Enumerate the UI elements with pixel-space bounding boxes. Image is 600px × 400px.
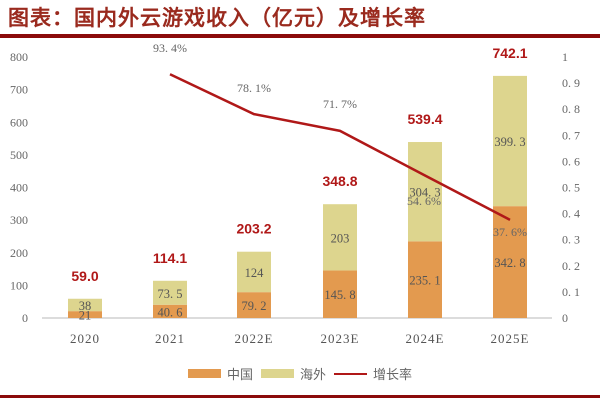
bar-total-label: 348.8 [322,173,357,189]
x-axis-category: 2025E [491,331,530,346]
legend-item-overseas: 海外 [260,364,326,383]
left-axis-tick: 500 [10,148,28,162]
legend-label-growth: 增长率 [373,368,413,383]
bar-overseas [237,251,271,293]
right-axis-tick: 0. 2 [562,259,580,273]
title-divider [0,34,600,38]
right-axis-tick: 0. 9 [562,76,580,90]
chart-title: 图表：国内外云游戏收入（亿元）及增长率 [8,6,426,30]
bar-overseas [153,280,187,305]
bar-overseas [323,204,357,271]
bar-label-china: 235. 1 [409,274,440,288]
x-axis-category: 2021 [155,331,185,346]
chart-legend: 中国 海外 增长率 [0,364,600,383]
left-axis-tick: 800 [10,50,28,64]
growth-rate-label: 54. 6% [407,194,441,208]
bar-overseas [493,75,527,207]
bottom-divider [0,395,600,398]
right-axis-tick: 0. 1 [562,285,580,299]
bar-china [153,304,187,318]
bar-label-overseas: 124 [245,266,265,280]
bar-label-overseas: 399. 3 [494,135,525,149]
growth-line [169,73,511,221]
bar-label-overseas: 38 [79,299,92,313]
bar-label-overseas: 304. 3 [409,186,440,200]
legend-swatch-china [187,369,221,378]
growth-rate-label: 93. 4% [153,41,187,55]
bar-china [237,292,271,318]
bar-total-label: 203.2 [236,221,271,237]
legend-label-overseas: 海外 [299,368,326,383]
right-axis-tick: 0. 3 [562,233,580,247]
bar-china [323,270,357,318]
x-axis-category: 2020 [70,331,100,346]
bar-china [408,241,442,318]
x-axis-category: 2023E [321,331,360,346]
bar-label-overseas: 73. 5 [158,287,183,301]
bar-china [68,311,102,318]
left-axis-tick: 400 [10,181,28,195]
left-axis-tick: 0 [22,311,28,325]
left-axis-tick: 300 [10,213,28,227]
bar-label-china: 145. 8 [324,288,355,302]
chart-canvas: 0 100 200 300 400 500 600 700 800 0 0. 1 0. 2 0. 3 0.… [10,41,580,346]
growth-rate-label: 37. 6% [493,225,527,239]
right-axis-tick: 1 [562,50,568,64]
right-axis-tick: 0. 5 [562,181,580,195]
growth-rate-label: 78. 1% [237,81,271,95]
bar-total-label: 539.4 [407,111,442,127]
bar-total-label: 114.1 [153,250,187,266]
bar-total-label: 742.1 [492,45,527,61]
growth-rate-label: 71. 7% [323,97,357,111]
legend-item-china: 中国 [187,364,253,383]
bar-overseas [408,142,442,242]
right-axis-tick: 0. 6 [562,154,580,168]
bar-label-china: 342. 8 [494,256,525,270]
legend-label-china: 中国 [226,368,253,383]
legend-swatch-overseas [260,369,294,378]
bar-total-label: 59.0 [71,268,98,284]
legend-item-growth: 增长率 [334,364,412,383]
left-axis-tick: 200 [10,246,28,260]
x-axis-category: 2022E [235,331,274,346]
bar-china [493,206,527,318]
right-axis-tick: 0 [562,311,568,325]
left-axis-tick: 600 [10,115,28,129]
legend-line-growth [334,372,367,375]
bar-label-china: 21 [79,309,92,323]
bar-label-china: 79. 2 [242,299,267,313]
x-axis-category: 2024E [406,331,445,346]
left-axis-tick: 700 [10,83,28,97]
bar-label-overseas: 203 [331,231,350,245]
right-axis-tick: 0. 8 [562,102,580,116]
right-axis-tick: 0. 4 [562,207,580,221]
bar-label-china: 40. 6 [158,305,183,319]
right-axis-tick: 0. 7 [562,128,580,142]
left-axis-tick: 100 [10,278,28,292]
bar-overseas [68,298,102,312]
